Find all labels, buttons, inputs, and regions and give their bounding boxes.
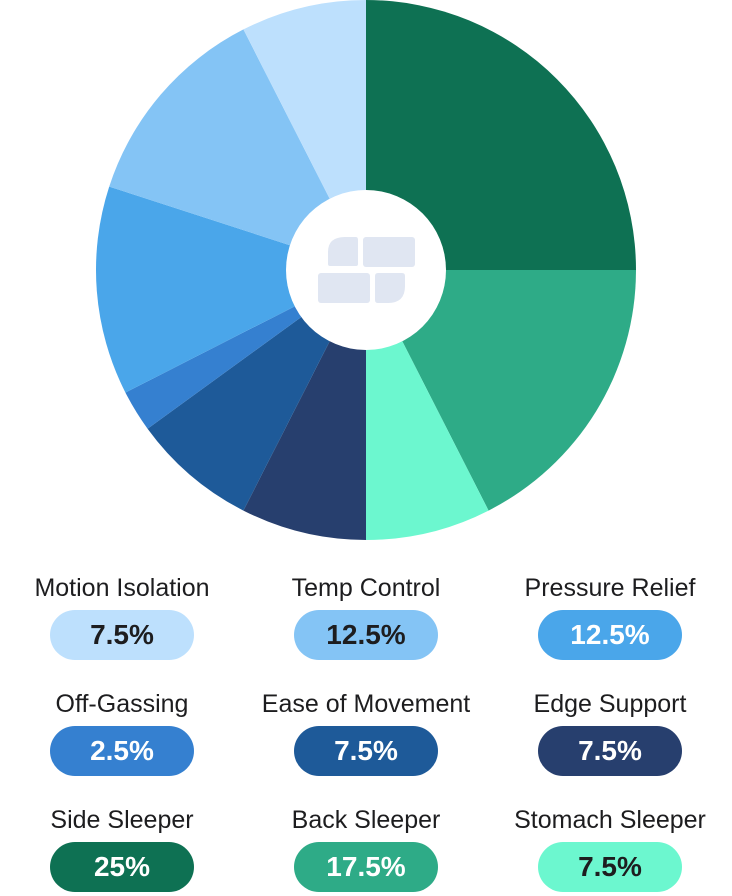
legend-item: Temp Control 12.5% xyxy=(244,570,488,660)
legend-item: Back Sleeper 17.5% xyxy=(244,802,488,892)
legend-label: Ease of Movement xyxy=(261,690,471,718)
pie-slice-side-sleeper xyxy=(366,0,636,270)
legend-item: Ease of Movement 7.5% xyxy=(244,686,488,776)
pie-slice-ease-of-movement xyxy=(147,270,366,511)
pie-chart xyxy=(95,0,636,540)
pie-slice-back-sleeper xyxy=(366,270,636,511)
legend-label: Off-Gassing xyxy=(55,690,189,718)
legend-value-pill: 7.5% xyxy=(294,726,438,776)
legend-item: Motion Isolation 7.5% xyxy=(0,570,244,660)
legend-label: Pressure Relief xyxy=(524,574,696,602)
pie-slice-pressure-relief xyxy=(95,186,366,393)
legend-value-pill: 12.5% xyxy=(538,610,682,660)
legend-label: Stomach Sleeper xyxy=(514,806,706,834)
legend-item: Off-Gassing 2.5% xyxy=(0,686,244,776)
legend-item: Side Sleeper 25% xyxy=(0,802,244,892)
legend-value-pill: 25% xyxy=(50,842,194,892)
legend-item: Pressure Relief 12.5% xyxy=(488,570,732,660)
donut-hole xyxy=(286,190,446,350)
legend-item: Stomach Sleeper 7.5% xyxy=(488,802,732,892)
legend-value-pill: 7.5% xyxy=(538,842,682,892)
legend-value-pill: 2.5% xyxy=(50,726,194,776)
legend-value-pill: 7.5% xyxy=(538,726,682,776)
legend-value-pill: 17.5% xyxy=(294,842,438,892)
legend-label: Edge Support xyxy=(533,690,687,718)
legend-label: Temp Control xyxy=(291,574,441,602)
legend-value-pill: 7.5% xyxy=(50,610,194,660)
legend-label: Motion Isolation xyxy=(34,574,210,602)
legend-label: Back Sleeper xyxy=(291,806,441,834)
brand-logo-icon xyxy=(318,237,415,303)
legend-value-pill: 12.5% xyxy=(294,610,438,660)
pie-slice-temp-control xyxy=(109,29,367,270)
legend-label: Side Sleeper xyxy=(50,806,194,834)
legend-item: Edge Support 7.5% xyxy=(488,686,732,776)
